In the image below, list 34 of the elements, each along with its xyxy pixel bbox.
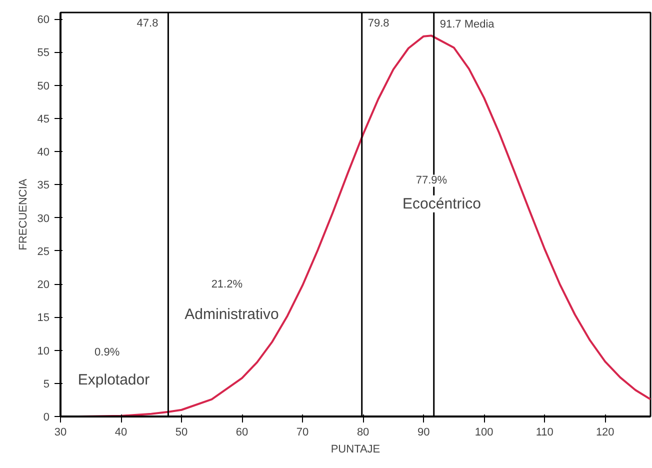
ref-line-label: 79.8 bbox=[368, 18, 390, 30]
x-tick-label: 110 bbox=[536, 426, 554, 438]
y-tick-label: 45 bbox=[37, 113, 50, 126]
annotation: 77.9% bbox=[416, 174, 448, 187]
y-tick-label: 35 bbox=[37, 180, 50, 192]
y-tick-label: 0 bbox=[43, 412, 50, 424]
x-tick-label: 120 bbox=[596, 426, 614, 438]
y-tick-label: 20 bbox=[37, 279, 50, 292]
y-tick-label: 10 bbox=[37, 345, 50, 358]
ref-line-label: 91.7 Media bbox=[440, 18, 496, 30]
y-tick-label: 50 bbox=[37, 80, 50, 92]
x-tick-label: 70 bbox=[296, 426, 309, 438]
x-axis-title: PUNTAJE bbox=[330, 444, 380, 456]
x-tick-label: 60 bbox=[236, 426, 248, 438]
y-tick-label: 5 bbox=[43, 378, 50, 390]
y-tick-label: 60 bbox=[37, 14, 50, 26]
annotation: 21.2% bbox=[211, 278, 243, 291]
annotation: Administrativo bbox=[184, 306, 279, 324]
x-tick-label: 80 bbox=[356, 426, 370, 438]
x-tick-label: 90 bbox=[417, 426, 430, 438]
y-tick-label: 40 bbox=[37, 146, 50, 159]
y-tick-label: 30 bbox=[37, 212, 50, 225]
x-tick-label: 40 bbox=[114, 426, 128, 438]
annotation: 0.9% bbox=[94, 346, 120, 358]
y-tick-label: 55 bbox=[37, 47, 50, 60]
annotation: Explotador bbox=[78, 372, 150, 389]
x-tick-label: 30 bbox=[54, 426, 67, 438]
y-tick-label: 25 bbox=[37, 246, 50, 258]
y-tick-label: 15 bbox=[37, 312, 50, 324]
annotation: Ecocéntrico bbox=[402, 195, 481, 212]
x-tick-label: 100 bbox=[474, 426, 494, 438]
ref-line-label: 47.8 bbox=[136, 18, 158, 30]
x-tick-label: 50 bbox=[175, 426, 188, 438]
y-axis-title: FRECUENCIA bbox=[17, 178, 30, 250]
